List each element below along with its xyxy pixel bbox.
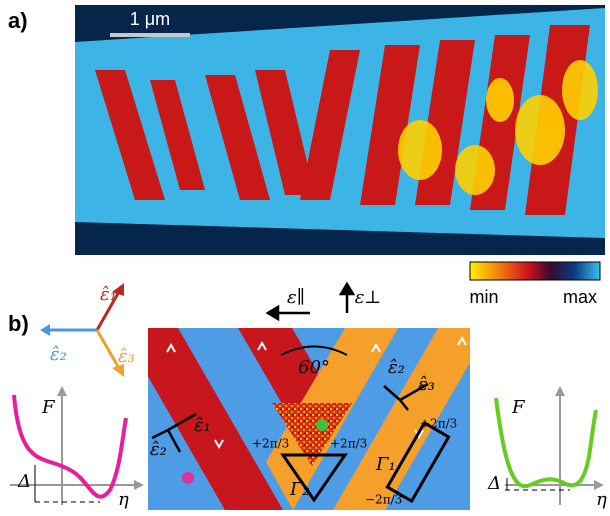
axis-label: F: [511, 397, 526, 418]
strain-label: ε⊥: [355, 287, 382, 308]
axis-label: η: [118, 489, 129, 510]
contour-label: Γ₂: [289, 479, 310, 500]
strain-label: ε∥: [287, 287, 305, 308]
scale-bar-label: 1 μm: [130, 9, 170, 29]
diagram-label: ε̂₂: [150, 439, 167, 460]
basis-label: ε̂₂: [50, 344, 67, 365]
diagram-label: ε̂₃: [418, 374, 435, 395]
strain-arrows: [268, 284, 353, 319]
phase-label: −2π/3: [365, 493, 402, 507]
diagram-label: ε̂₁: [194, 415, 211, 436]
colorbar: [470, 262, 600, 280]
gap-label: Δ: [17, 471, 31, 492]
axis-label: F: [41, 397, 56, 418]
angle-label: 60°: [298, 357, 330, 378]
basis-label: ε̂₃: [118, 346, 135, 367]
figure: a) 1 μm min max b) ε̂₁ ε̂₂ ε̂₃ ε∥ ε⊥: [0, 0, 610, 516]
panel-label: a): [8, 8, 28, 33]
phase-label: +2π/3: [420, 417, 457, 431]
colorbar-min: min: [469, 287, 498, 307]
panel-label: b): [8, 311, 29, 336]
gap-label: Δ: [487, 473, 501, 494]
phase-label: +2π/3: [252, 437, 289, 451]
phase-label: +2π/3: [330, 437, 367, 451]
heatmap: [75, 5, 605, 255]
basis-label: ε̂₁: [100, 284, 117, 305]
axis-label: η: [596, 489, 607, 510]
colorbar-max: max: [563, 287, 597, 307]
contour-label: Γ₁: [375, 454, 396, 475]
diagram-label: ε̂₂: [388, 357, 405, 378]
